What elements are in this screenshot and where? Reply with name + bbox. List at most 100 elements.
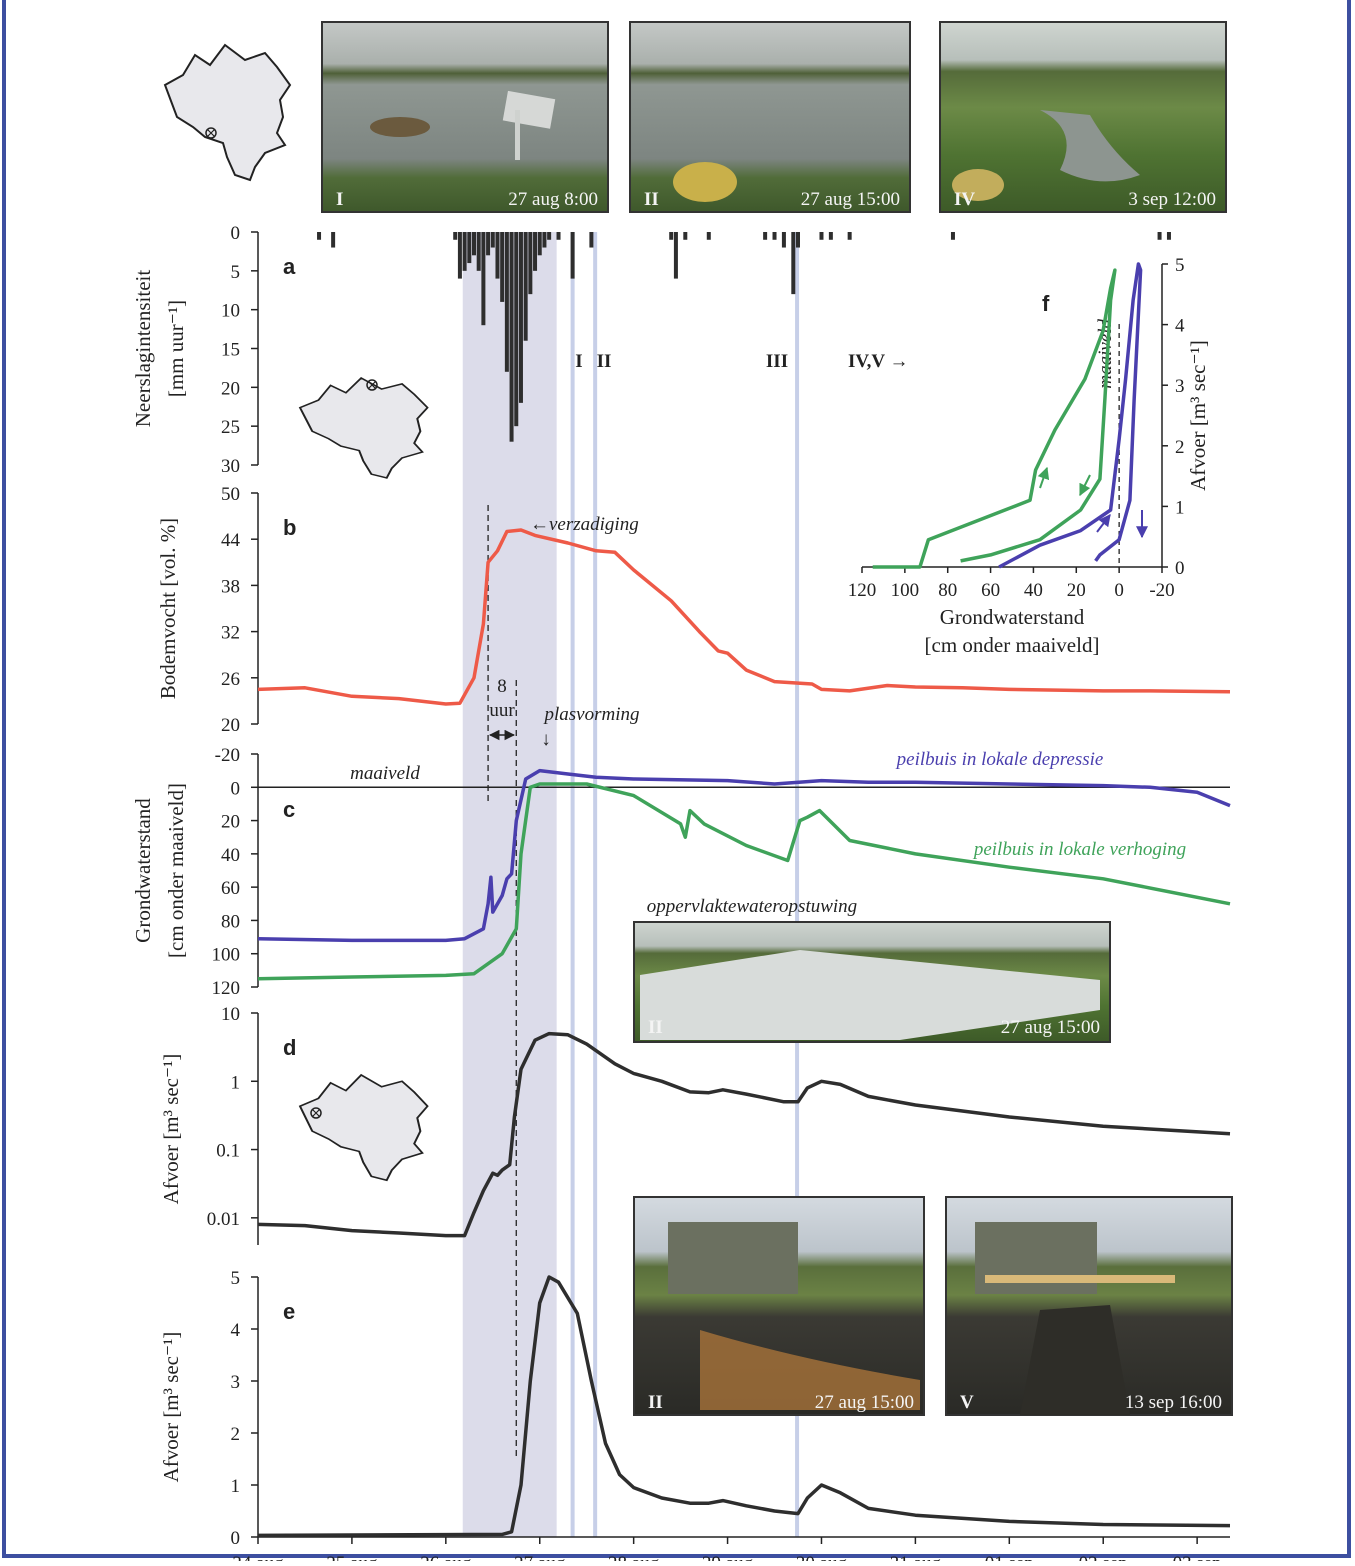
bar — [819, 232, 823, 240]
panel-label: c — [283, 797, 295, 822]
y-tick-label: 1 — [1175, 497, 1185, 518]
x-tick-label: 02 sep — [1079, 1553, 1128, 1561]
y-tick-label: 26 — [221, 669, 240, 690]
event-line — [593, 232, 597, 1537]
photo-caption: 27 aug 15:00 — [815, 1392, 914, 1413]
bar — [557, 232, 561, 240]
line — [873, 270, 1115, 567]
x-tick-label: 24 aug — [232, 1553, 284, 1561]
y-tick-label: 0 — [231, 1528, 241, 1549]
panel-label: f — [1042, 291, 1050, 316]
bar — [472, 232, 476, 255]
photo-label: IV — [954, 189, 975, 210]
bar — [495, 232, 499, 279]
bar — [763, 232, 767, 240]
map-icon — [300, 1075, 428, 1180]
y-tick-label: 38 — [221, 576, 240, 597]
x-tick-label: 28 aug — [608, 1553, 660, 1561]
y-axis-title: Neerslagintensiteit — [131, 270, 155, 428]
x-tick-label: 30 aug — [796, 1553, 848, 1561]
y-axis-title: [cm onder maaiveld] — [164, 783, 188, 958]
bar — [796, 232, 800, 248]
photo-label: II — [644, 189, 659, 210]
y-tick-label: 3 — [1175, 376, 1185, 397]
annotation: uur — [489, 700, 515, 721]
bar — [589, 232, 593, 248]
y-tick-label: 100 — [212, 945, 241, 966]
y-tick-label: 25 — [221, 417, 240, 438]
x-axis-title: Grondwaterstand — [940, 605, 1085, 629]
x-tick-label: 25 aug — [326, 1553, 378, 1561]
bar — [486, 232, 490, 255]
y-tick-label: 10 — [221, 1004, 240, 1025]
annotation: ←verzadiging — [530, 514, 639, 535]
y-tick-label: 40 — [221, 845, 240, 866]
bar — [467, 232, 471, 263]
x-tick-label: -20 — [1149, 580, 1174, 601]
photo-label: I — [336, 189, 343, 210]
annotation: 8 — [497, 676, 507, 697]
y-tick-label: 80 — [221, 911, 240, 932]
bar — [791, 232, 795, 294]
bar — [773, 232, 777, 240]
y-tick-label: -20 — [215, 745, 240, 766]
bar — [331, 232, 335, 248]
panel-label: e — [283, 1299, 295, 1324]
y-tick-label: 4 — [231, 1320, 241, 1341]
bar — [1167, 232, 1171, 240]
bar — [481, 232, 485, 325]
map-icon — [300, 378, 428, 478]
y-tick-label: 30 — [221, 456, 240, 477]
bar — [951, 232, 955, 240]
y-tick-label: 60 — [221, 878, 240, 899]
x-tick-label: 27 aug — [514, 1553, 566, 1561]
bar — [458, 232, 462, 279]
y-tick-label: 44 — [221, 530, 241, 551]
panel-label: b — [283, 515, 296, 540]
bar — [514, 232, 518, 426]
event-label: I — [575, 351, 582, 372]
x-tick-label: 60 — [981, 580, 1000, 601]
photo-label: II — [648, 1392, 663, 1413]
y-axis-title: Afvoer [m³ sec⁻¹] — [159, 1054, 183, 1205]
x-tick-label: 31 aug — [890, 1553, 942, 1561]
bar — [317, 232, 321, 240]
y-tick-label: 0 — [231, 778, 241, 799]
photo: I 27 aug 8:00 — [322, 22, 608, 212]
photo-caption: 27 aug 8:00 — [508, 189, 598, 210]
photo: II 27 aug 15:00 — [634, 922, 1110, 1042]
y-tick-label: 2 — [231, 1424, 241, 1445]
map-icon — [165, 45, 290, 180]
bar — [782, 232, 786, 248]
x-tick-label: 03 sep — [1173, 1553, 1222, 1561]
y-tick-label: 0.1 — [216, 1141, 240, 1162]
annotation: maaiveld — [350, 763, 420, 784]
y-tick-label: 4 — [1175, 316, 1185, 337]
x-tick-label: 29 aug — [702, 1553, 754, 1561]
x-tick-label: 40 — [1024, 580, 1043, 601]
y-axis-title: Bodemvocht [vol. %] — [156, 518, 180, 699]
x-tick-label: 20 — [1067, 580, 1086, 601]
bar — [463, 232, 467, 271]
event-label: IV,V → — [848, 351, 909, 372]
x-tick-label: 80 — [938, 580, 957, 601]
panel-label: d — [283, 1035, 296, 1060]
y-tick-label: 1 — [231, 1072, 241, 1093]
y-axis-title: Afvoer [m³ sec⁻¹] — [1186, 340, 1210, 491]
bar — [1158, 232, 1162, 240]
photo: IV 3 sep 12:00 — [940, 22, 1226, 212]
x-tick-label: 100 — [891, 580, 920, 601]
y-axis-title: Afvoer [m³ sec⁻¹] — [159, 1332, 183, 1483]
annotation: plasvorming — [543, 704, 640, 725]
photo: II 27 aug 15:00 — [634, 1197, 924, 1415]
photo-label: V — [960, 1392, 974, 1413]
y-tick-label: 32 — [221, 623, 240, 644]
photo: V 13 sep 16:00 — [946, 1197, 1232, 1415]
bar — [524, 232, 528, 341]
y-tick-label: 20 — [221, 378, 240, 399]
figure: I 27 aug 8:00 II 27 aug 15:00 IV 3 sep 1… — [0, 0, 1355, 1561]
page: {"photos":[ {"label":"I","caption":"27 a… — [0, 0, 1355, 1561]
y-tick-label: 20 — [221, 812, 240, 833]
x-tick-label: 0 — [1114, 580, 1124, 601]
series-label: peilbuis in lokale depressie — [895, 749, 1104, 770]
